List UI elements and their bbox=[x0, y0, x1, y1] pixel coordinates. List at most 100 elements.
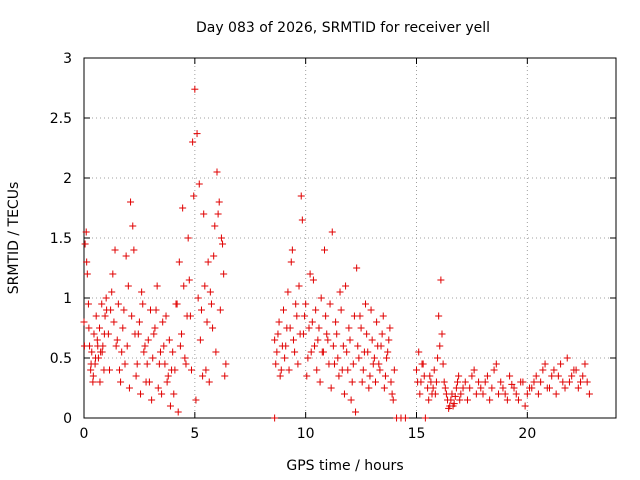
data-point bbox=[84, 300, 92, 308]
data-point bbox=[413, 366, 420, 374]
x-tick-label: 20 bbox=[518, 426, 536, 442]
data-point bbox=[338, 366, 346, 374]
data-point bbox=[389, 396, 397, 404]
data-point bbox=[425, 396, 433, 404]
data-point bbox=[488, 384, 496, 392]
data-point bbox=[118, 348, 126, 356]
data-point bbox=[125, 384, 133, 392]
data-point bbox=[83, 270, 91, 278]
data-point bbox=[457, 390, 465, 398]
data-point bbox=[466, 384, 474, 392]
data-point bbox=[130, 246, 138, 254]
data-point bbox=[141, 342, 149, 350]
data-point bbox=[321, 246, 329, 254]
y-tick-label: 2.5 bbox=[50, 111, 72, 127]
data-point bbox=[486, 396, 494, 404]
data-point bbox=[563, 354, 571, 362]
y-tick-label: 1 bbox=[63, 291, 72, 307]
data-point bbox=[304, 354, 312, 362]
data-point bbox=[370, 354, 378, 362]
data-point bbox=[548, 372, 556, 380]
data-point bbox=[102, 294, 110, 302]
data-point bbox=[83, 258, 91, 266]
data-point bbox=[189, 138, 197, 146]
data-point bbox=[388, 390, 396, 398]
data-point bbox=[508, 380, 516, 388]
data-point bbox=[172, 300, 180, 308]
data-point bbox=[455, 372, 463, 380]
data-point bbox=[537, 378, 545, 386]
data-point bbox=[292, 300, 300, 308]
data-point bbox=[309, 276, 317, 284]
data-point bbox=[89, 372, 97, 380]
data-point bbox=[87, 360, 95, 368]
data-point bbox=[212, 348, 220, 356]
data-point bbox=[477, 384, 485, 392]
y-tick-label: 1.5 bbox=[50, 231, 72, 247]
data-point bbox=[199, 372, 207, 380]
data-point bbox=[497, 378, 505, 386]
data-point bbox=[579, 372, 587, 380]
data-point bbox=[221, 372, 229, 380]
data-point bbox=[278, 342, 286, 350]
data-point bbox=[143, 360, 151, 368]
data-point bbox=[367, 306, 375, 314]
data-point bbox=[211, 222, 219, 230]
data-point bbox=[190, 192, 198, 200]
data-point bbox=[170, 390, 178, 398]
data-point bbox=[326, 300, 334, 308]
data-point bbox=[166, 402, 174, 410]
data-point bbox=[479, 390, 487, 398]
data-point bbox=[194, 294, 202, 302]
data-point bbox=[355, 354, 363, 362]
data-point bbox=[193, 130, 201, 138]
data-point bbox=[280, 306, 287, 314]
data-point bbox=[195, 180, 203, 188]
data-point bbox=[201, 282, 209, 290]
data-point bbox=[89, 378, 97, 386]
data-point bbox=[503, 396, 511, 404]
data-point bbox=[151, 324, 159, 332]
data-point bbox=[510, 384, 518, 392]
data-point bbox=[472, 390, 480, 398]
data-point bbox=[165, 336, 173, 344]
data-point bbox=[154, 384, 162, 392]
data-point bbox=[541, 360, 549, 368]
data-point bbox=[80, 342, 88, 350]
data-point bbox=[315, 324, 323, 332]
data-point bbox=[349, 360, 357, 368]
data-point bbox=[121, 360, 129, 368]
data-point bbox=[380, 384, 388, 392]
data-point bbox=[322, 312, 330, 320]
data-point bbox=[565, 378, 573, 386]
data-point bbox=[202, 366, 210, 374]
data-point bbox=[161, 360, 169, 368]
data-point bbox=[346, 336, 354, 344]
data-point bbox=[191, 85, 199, 93]
data-point bbox=[440, 378, 448, 386]
data-point bbox=[93, 336, 101, 344]
data-point bbox=[123, 342, 131, 350]
data-point bbox=[220, 270, 228, 278]
data-point bbox=[127, 198, 135, 206]
data-point bbox=[283, 324, 291, 332]
data-point bbox=[468, 372, 476, 380]
data-point bbox=[207, 300, 215, 308]
data-point bbox=[82, 228, 90, 236]
data-point bbox=[109, 270, 117, 278]
data-point bbox=[568, 372, 576, 380]
data-point bbox=[203, 318, 211, 326]
data-point bbox=[308, 318, 316, 326]
data-point bbox=[311, 342, 319, 350]
axis-ticks bbox=[83, 57, 616, 419]
data-point bbox=[554, 372, 562, 380]
data-point bbox=[213, 168, 221, 176]
data-point bbox=[301, 312, 309, 320]
data-point bbox=[92, 312, 100, 320]
data-point bbox=[87, 366, 95, 374]
data-point bbox=[205, 378, 213, 386]
data-point bbox=[429, 384, 437, 392]
data-point bbox=[112, 342, 120, 350]
data-point bbox=[539, 366, 547, 374]
data-point bbox=[353, 264, 361, 272]
